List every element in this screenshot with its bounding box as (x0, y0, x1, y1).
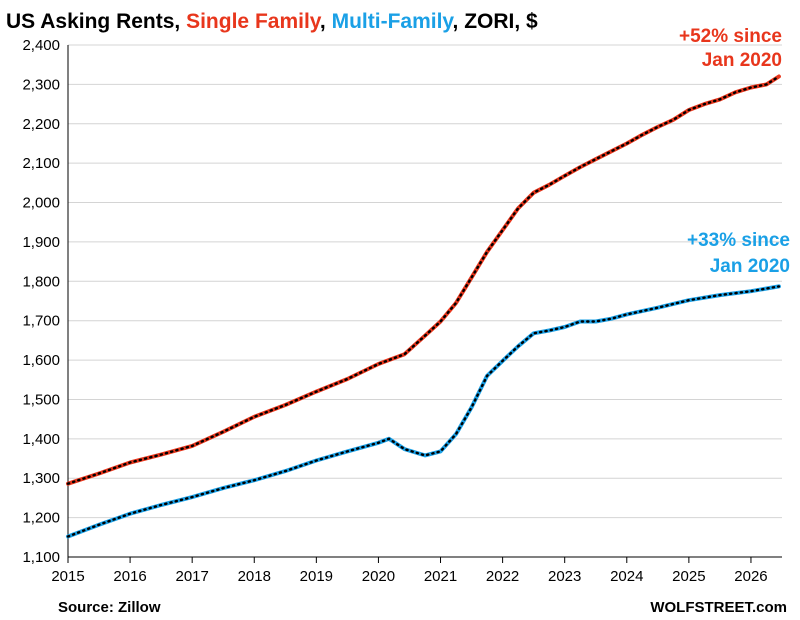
x-tick-label-2017: 2017 (175, 568, 208, 585)
y-tick-label-2300: 2,300 (22, 76, 60, 93)
x-tick-label-2021: 2021 (424, 568, 457, 585)
annotation-single-family-line1: +52% since (679, 26, 782, 47)
source-note: Source: Zillow (58, 599, 161, 616)
title-part-multi-family: Multi-Family (332, 10, 455, 33)
y-tick-label-1600: 1,600 (22, 352, 60, 369)
y-tick-label-1800: 1,800 (22, 273, 60, 290)
y-tick-label-1100: 1,100 (22, 549, 60, 566)
x-tick-label-2026: 2026 (734, 568, 767, 585)
y-tick-label-1400: 1,400 (22, 431, 60, 448)
x-tick-label-2025: 2025 (672, 568, 705, 585)
x-axis: 2015 2016 2017 2018 2019 2020 2021 2022 2023 2024… (51, 556, 782, 585)
x-tick-label-2015: 2015 (51, 568, 84, 585)
annotation-multi-family-line1: +33% since (687, 230, 790, 251)
y-tick-label-2200: 2,200 (22, 116, 60, 133)
chart-title: US Asking Rents, Single Family, Multi-Fa… (6, 10, 538, 33)
x-tick-label-2022: 2022 (486, 568, 519, 585)
series-lines (66, 74, 781, 539)
series-dots-single-family (66, 75, 781, 485)
y-tick-label-2400: 2,400 (22, 37, 60, 54)
brand-watermark: WOLFSTREET.com (650, 599, 787, 616)
title-part-3: , (320, 10, 332, 33)
title-part-5: , ZORI, $ (453, 10, 539, 33)
series-line-multi-family (66, 284, 781, 539)
y-tick-label-1500: 1,500 (22, 391, 60, 408)
y-tick-label-2000: 2,000 (22, 195, 60, 212)
annotation-single-family-line2: Jan 2020 (702, 50, 782, 71)
x-tick-label-2019: 2019 (300, 568, 333, 585)
x-tick-label-2018: 2018 (238, 568, 271, 585)
x-tick-label-2024: 2024 (610, 568, 643, 585)
y-tick-label-1200: 1,200 (22, 510, 60, 527)
series-line-single-family (66, 74, 781, 486)
title-part-1: US Asking Rents, (6, 10, 186, 33)
y-tick-label-1900: 1,900 (22, 234, 60, 251)
title-part-single-family: Single Family (186, 10, 322, 33)
y-tick-label-1700: 1,700 (22, 313, 60, 330)
x-tick-label-2020: 2020 (362, 568, 395, 585)
series-dots-multi-family (66, 285, 781, 538)
x-tick-label-2023: 2023 (548, 568, 581, 585)
annotation-multi-family-line2: Jan 2020 (710, 256, 790, 277)
y-tick-label-2100: 2,100 (22, 155, 60, 172)
gridlines (68, 44, 782, 558)
y-axis: 1,100 1,200 1,300 1,400 1,500 1,600 1,700 1,800… (22, 37, 69, 566)
x-tick-label-2016: 2016 (113, 568, 146, 585)
y-tick-label-1300: 1,300 (22, 470, 60, 487)
